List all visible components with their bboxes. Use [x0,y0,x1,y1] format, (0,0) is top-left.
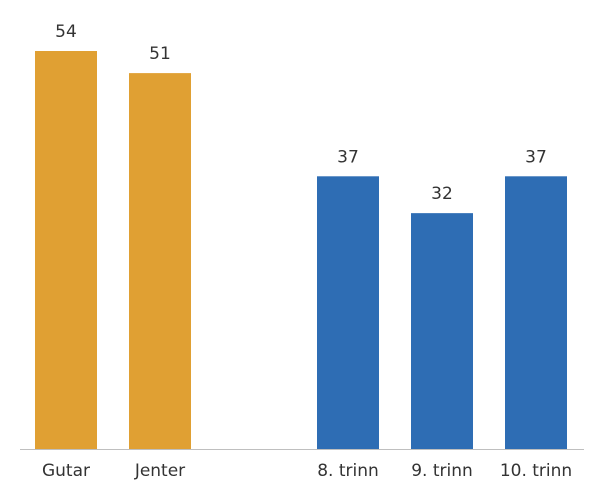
data-label-gutar: 54 [55,22,77,42]
category-label-jenter: Jenter [134,461,185,481]
category-label-10-trinn: 10. trinn [500,461,572,481]
bar-gutar [35,51,97,449]
category-label-gutar: Gutar [42,461,90,481]
data-label-jenter: 51 [149,44,171,64]
data-label-8-trinn: 37 [337,147,359,167]
bar-8-trinn [317,176,379,449]
data-label-10-trinn: 37 [525,147,547,167]
category-label-8-trinn: 8. trinn [317,461,379,481]
bar-10-trinn [505,176,567,449]
labels-layer: 54 Gutar 51 Jenter 37 8. trinn 32 9. trinn 37 10.… [42,22,572,481]
data-label-9-trinn: 32 [431,184,453,204]
bars-layer [35,51,567,449]
bar-9-trinn [411,213,473,449]
bar-jenter [129,73,191,449]
category-label-9-trinn: 9. trinn [411,461,473,481]
